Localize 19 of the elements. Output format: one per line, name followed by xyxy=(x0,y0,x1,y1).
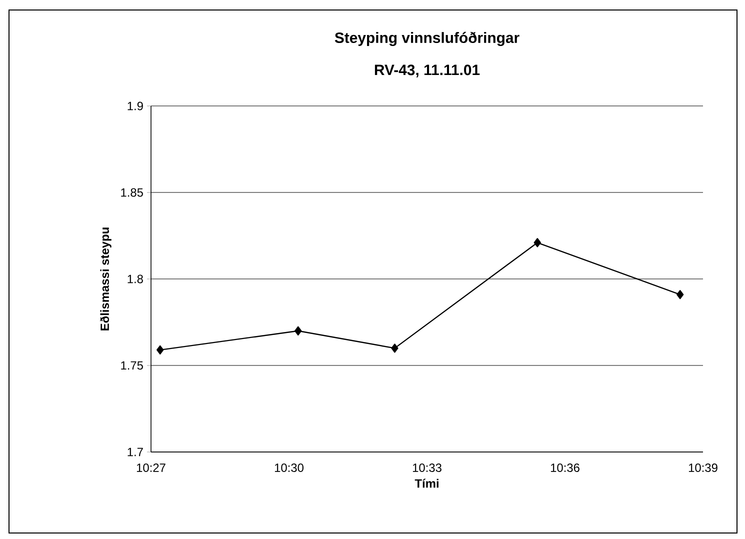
y-tick-label: 1.75 xyxy=(121,361,143,370)
x-tick-label: 10:36 xyxy=(550,464,580,472)
x-tick-label: 10:27 xyxy=(136,464,166,472)
point xyxy=(391,344,398,353)
chart-title: Steyping vinnslufóðringar xyxy=(334,32,520,46)
x-axis-title: Tími xyxy=(414,478,438,488)
y-tick-label: 1.85 xyxy=(121,188,143,197)
point xyxy=(534,238,541,248)
y-tick-label: 1.9 xyxy=(128,102,143,110)
x-tick-label: 10:33 xyxy=(412,464,442,472)
y-axis-title: Eðlismassi steypu xyxy=(100,228,112,330)
y-tick-label: 1.7 xyxy=(128,448,143,456)
x-tick-label: 10:39 xyxy=(688,464,718,472)
y-tick-label: 1.8 xyxy=(128,274,143,284)
point xyxy=(676,290,684,300)
point xyxy=(156,345,164,354)
x-tick-label: 10:30 xyxy=(274,464,304,472)
point xyxy=(294,326,302,336)
chart-subtitle: RV-43, 11.11.01 xyxy=(374,64,480,78)
